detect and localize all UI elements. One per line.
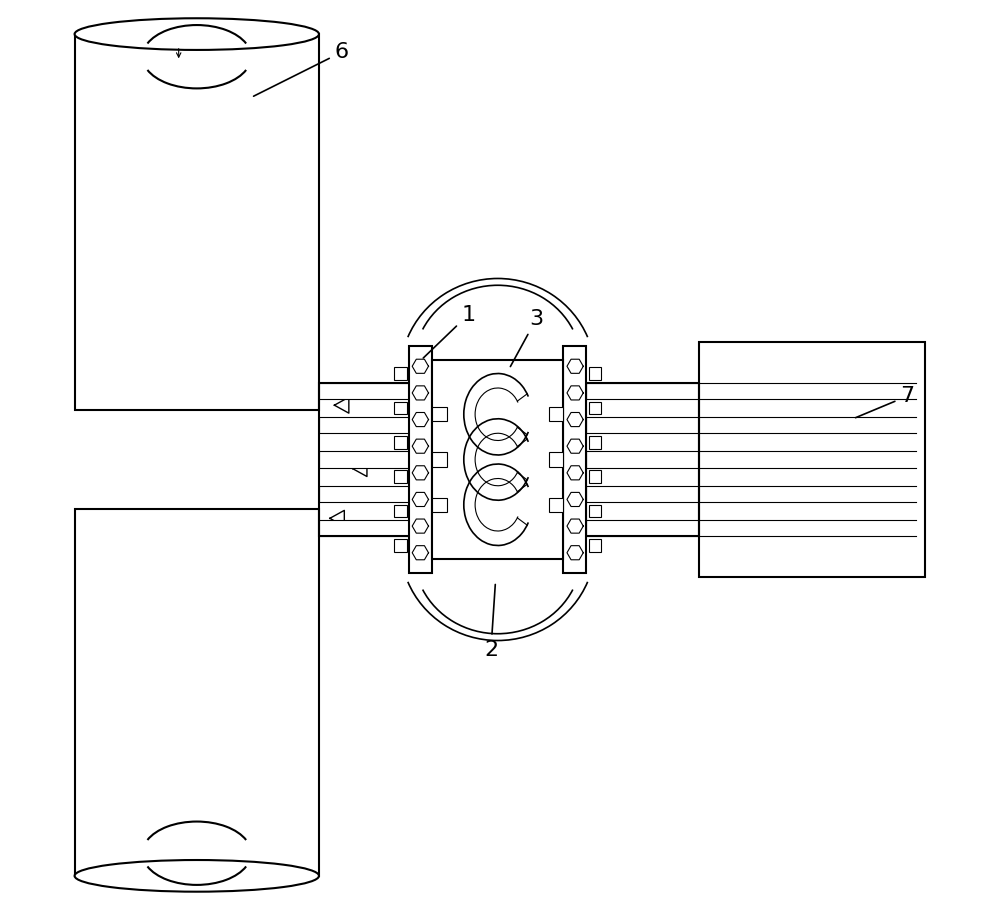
Bar bbox=[563, 346, 586, 573]
Ellipse shape bbox=[75, 860, 319, 891]
Bar bbox=[319, 417, 414, 433]
Bar bbox=[432, 360, 563, 559]
Bar bbox=[394, 402, 407, 414]
Bar bbox=[319, 382, 414, 399]
Bar bbox=[586, 486, 699, 502]
Text: 7: 7 bbox=[856, 386, 914, 418]
Bar bbox=[549, 497, 563, 512]
Bar bbox=[75, 34, 319, 410]
Bar bbox=[432, 497, 447, 512]
Bar bbox=[75, 509, 319, 876]
Bar bbox=[432, 452, 447, 467]
Bar bbox=[586, 382, 699, 537]
Bar bbox=[319, 451, 414, 468]
Bar bbox=[319, 382, 414, 537]
Bar bbox=[549, 407, 563, 422]
Bar bbox=[586, 520, 699, 537]
Bar bbox=[394, 471, 407, 483]
Bar bbox=[432, 407, 447, 422]
Bar bbox=[394, 368, 407, 380]
Ellipse shape bbox=[75, 18, 319, 50]
Bar bbox=[589, 539, 601, 551]
Bar bbox=[394, 436, 407, 448]
Text: 6: 6 bbox=[254, 42, 349, 96]
Bar bbox=[589, 505, 601, 517]
Bar bbox=[549, 452, 563, 467]
Bar bbox=[319, 486, 414, 502]
Bar bbox=[319, 520, 414, 537]
Bar bbox=[586, 417, 699, 433]
Bar bbox=[589, 368, 601, 380]
Text: 1: 1 bbox=[423, 305, 475, 358]
Bar bbox=[589, 402, 601, 414]
Bar bbox=[589, 436, 601, 448]
Bar bbox=[409, 346, 432, 573]
Bar bbox=[394, 505, 407, 517]
Bar bbox=[586, 382, 699, 399]
Text: 3: 3 bbox=[510, 309, 543, 367]
Bar bbox=[586, 451, 699, 468]
Bar bbox=[699, 342, 925, 577]
Bar bbox=[394, 539, 407, 551]
Text: 2: 2 bbox=[484, 584, 498, 660]
Bar bbox=[589, 471, 601, 483]
